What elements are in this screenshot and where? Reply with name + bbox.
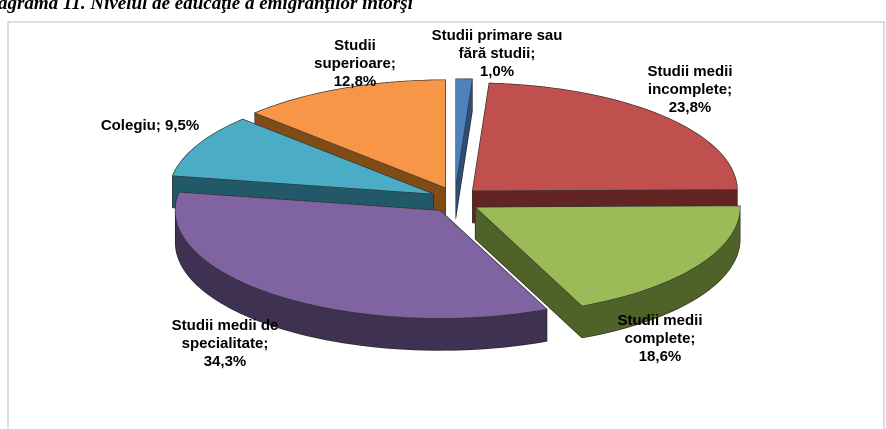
- data-label: Studii primare sau fără studii; 1,0%: [432, 27, 563, 80]
- category-label: fără studii: [459, 45, 531, 62]
- slice: [171, 118, 434, 195]
- category-label: specialitate: [182, 335, 264, 352]
- category-label: complete: [625, 330, 691, 347]
- data-label: Studii medii complete; 18,6%: [617, 312, 702, 365]
- slice: [472, 82, 738, 192]
- label-separator: ;: [530, 45, 535, 62]
- value-label: 9,5%: [165, 117, 199, 134]
- category-label: incomplete: [648, 81, 727, 98]
- label-separator: ;: [263, 335, 268, 352]
- slice: [253, 79, 446, 189]
- label-separator: ;: [690, 330, 695, 347]
- slice: [474, 205, 741, 307]
- value-label: 12,8%: [334, 73, 377, 90]
- label-separator: ;: [391, 55, 396, 72]
- category-label: Colegiu: [101, 117, 156, 134]
- chart-title: agrama 11. Nivelul de educaţie a emigran…: [0, 0, 414, 14]
- category-label: superioare: [314, 55, 391, 72]
- data-label: Studii medii incomplete; 23,8%: [647, 63, 732, 116]
- category-label: Studii medii: [617, 312, 702, 329]
- label-separator: ;: [156, 117, 161, 134]
- value-label: 1,0%: [480, 63, 514, 80]
- category-label: Studii medii: [647, 63, 732, 80]
- value-label: 23,8%: [669, 99, 712, 116]
- slice: [174, 191, 548, 319]
- category-label: Studii: [334, 37, 376, 54]
- category-label: Studii primare sau: [432, 27, 563, 44]
- data-label: Colegiu; 9,5%: [101, 117, 199, 134]
- value-label: 18,6%: [639, 348, 682, 365]
- data-label: Studii superioare; 12,8%: [314, 37, 396, 90]
- chart-frame: [7, 21, 885, 429]
- category-label: Studii medii de: [172, 317, 279, 334]
- value-label: 34,3%: [204, 353, 247, 370]
- data-label: Studii medii de specialitate; 34,3%: [172, 317, 279, 370]
- label-separator: ;: [727, 81, 732, 98]
- slice: [455, 78, 473, 187]
